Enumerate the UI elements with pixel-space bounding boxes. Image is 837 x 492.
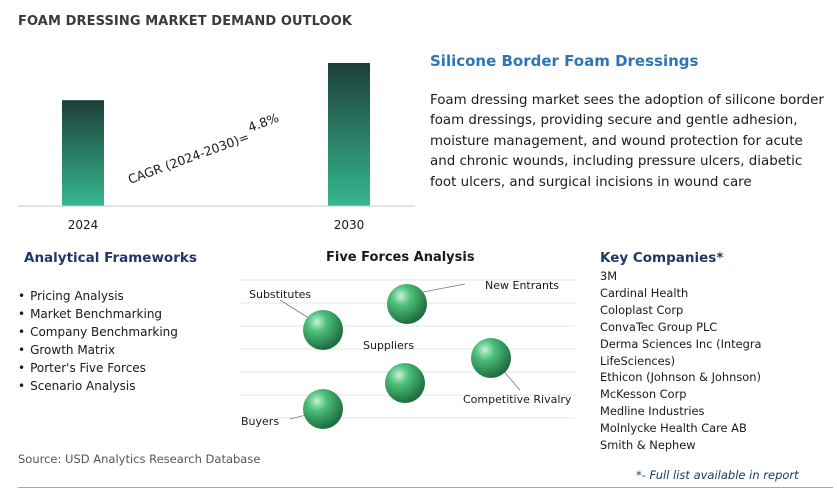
new-entrants-sphere xyxy=(387,284,427,324)
company-item: LifeSciences) xyxy=(600,353,676,368)
company-item: Smith & Nephew xyxy=(600,438,696,453)
framework-item: Market Benchmarking xyxy=(18,305,178,323)
frameworks-title: Analytical Frameworks xyxy=(24,250,197,266)
source-note: Source: USD Analytics Research Database xyxy=(18,452,261,466)
feature-title: Silicone Border Foam Dressings xyxy=(430,52,699,70)
five-forces-diagram: Substitutes New Entrants Suppliers Compe… xyxy=(240,279,575,429)
company-item: Cardinal Health xyxy=(600,285,689,300)
new-entrants-label: New Entrants xyxy=(485,279,559,292)
page-title: FOAM DRESSING MARKET DEMAND OUTLOOK xyxy=(18,14,353,29)
bar-2030 xyxy=(328,63,370,206)
competitive-rivalry-sphere xyxy=(471,338,511,378)
connector-new-entrants xyxy=(422,283,466,293)
suppliers-sphere xyxy=(385,363,425,403)
buyers-label: Buyers xyxy=(241,415,279,428)
buyers-sphere xyxy=(303,389,343,429)
bottom-divider xyxy=(18,487,833,488)
company-item: ConvaTec Group PLC xyxy=(600,319,718,334)
framework-item: Growth Matrix xyxy=(18,341,178,359)
company-item: 3M xyxy=(600,269,618,283)
framework-item: Scenario Analysis xyxy=(18,377,178,395)
company-item: Molnlycke Health Care AB xyxy=(600,421,747,436)
cagr-value: 4.8% xyxy=(246,110,281,135)
cagr-label: CAGR (2024-2030)= xyxy=(126,129,251,187)
bar-chart: 2024 2030 CAGR (2024-2030)= 4.8% xyxy=(18,63,415,232)
company-item: Medline Industries xyxy=(600,404,705,419)
x-tick-label: 2024 xyxy=(68,218,99,232)
companies-footnote: *- Full list available in report xyxy=(636,468,799,482)
competitive-rivalry-label: Competitive Rivalry xyxy=(463,393,572,406)
company-item: Ethicon (Johnson & Johnson) xyxy=(600,370,761,385)
frameworks-list: Pricing Analysis Market Benchmarking Com… xyxy=(18,287,178,395)
framework-item: Porter's Five Forces xyxy=(18,359,178,377)
substitutes-sphere xyxy=(303,310,343,350)
companies-title: Key Companies* xyxy=(600,250,724,266)
substitutes-label: Substitutes xyxy=(249,288,311,301)
companies-list: 3M Cardinal Health Coloplast Corp ConvaT… xyxy=(600,268,762,454)
framework-item: Company Benchmarking xyxy=(18,323,178,341)
five-forces-title: Five Forces Analysis xyxy=(326,250,475,265)
bar-2024 xyxy=(62,100,104,206)
framework-item: Pricing Analysis xyxy=(18,287,178,305)
suppliers-label: Suppliers xyxy=(363,339,414,352)
feature-description: Foam dressing market sees the adoption o… xyxy=(430,93,824,190)
x-tick-label: 2030 xyxy=(334,218,365,232)
company-item: Coloplast Corp xyxy=(600,302,684,317)
company-item: Derma Sciences Inc (Integra xyxy=(600,336,762,351)
company-item: McKesson Corp xyxy=(600,387,687,402)
